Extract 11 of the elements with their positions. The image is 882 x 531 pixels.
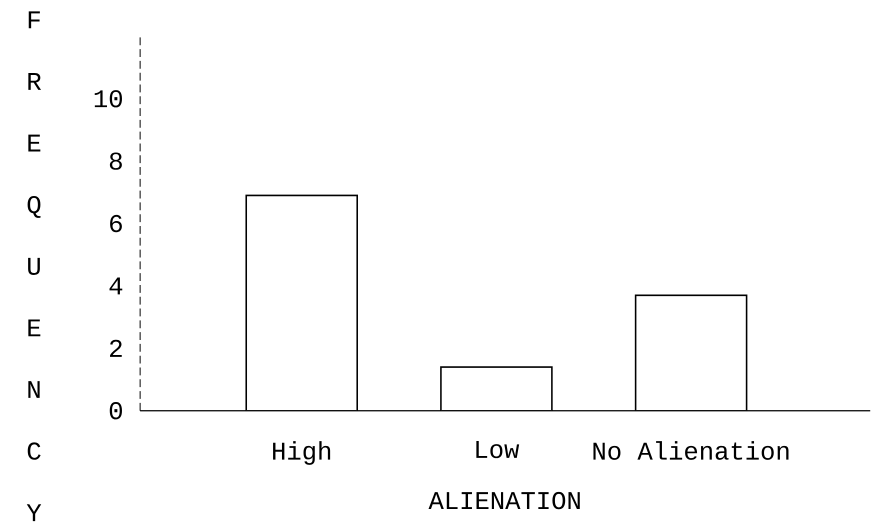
y-tick-label: 0 [110,402,122,420]
x-tick-label: Low [476,441,520,458]
y-tick-label: 10 [94,90,122,108]
x-axis-title: ALIENATION [428,492,580,510]
y-tick-label: 8 [110,152,122,170]
y-tick-label: 2 [110,340,122,358]
x-tick-label: High [273,441,330,466]
y-tick-label: 6 [110,215,122,232]
x-tick-label: No Alienation [593,441,788,460]
text: FREQUENCY [26,12,42,522]
y-tick-label: 4 [110,278,122,295]
